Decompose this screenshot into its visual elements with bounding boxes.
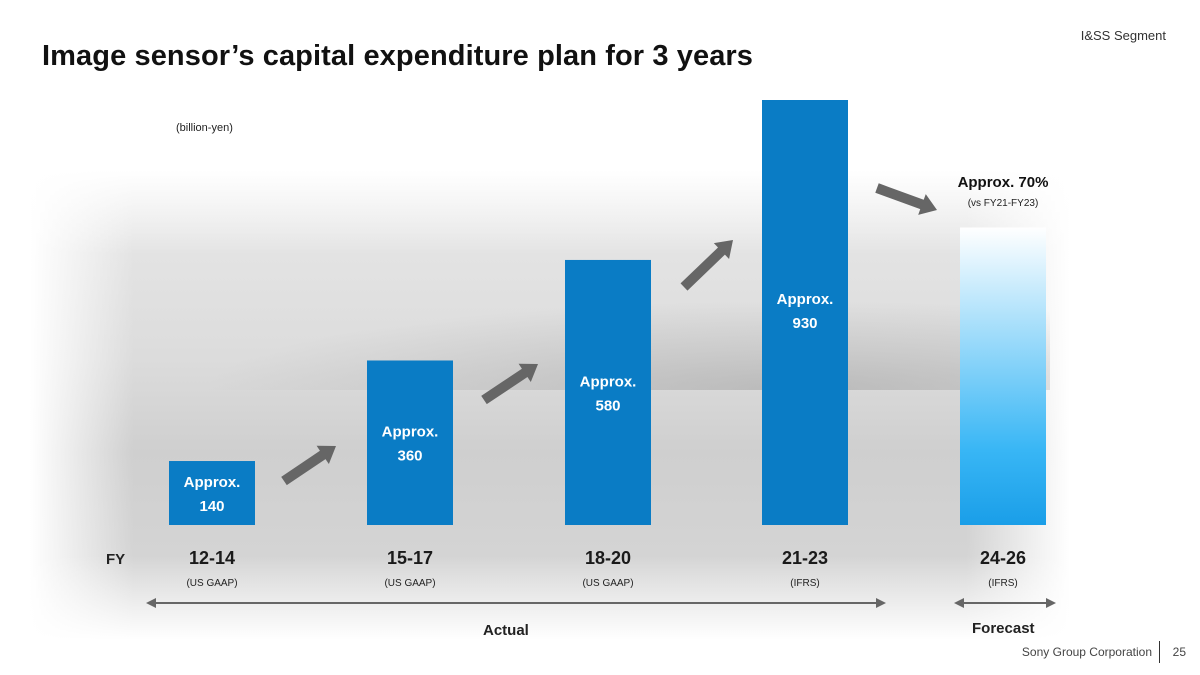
background-photo [30, 170, 1070, 640]
actual-label: Actual [483, 622, 529, 639]
growth-arrow-3 [680, 240, 733, 291]
bar-label-12-14: Approx. [184, 474, 241, 491]
bar-label-18-20: Approx. [580, 373, 637, 390]
accounting-label-18-20: (US GAAP) [582, 578, 633, 589]
bar-value-21-23: 930 [792, 315, 817, 332]
forecast-comparison-label: (vs FY21-FY23) [968, 198, 1039, 209]
accounting-label-24-26: (IFRS) [988, 578, 1017, 589]
category-label-21-23: 21-23 [782, 548, 828, 568]
bar-value-15-17: 360 [397, 448, 422, 465]
fy-axis-label: FY [106, 551, 126, 568]
category-label-12-14: 12-14 [189, 548, 235, 568]
bar-18-20 [565, 259, 651, 525]
growth-arrow-1 [281, 445, 336, 486]
segment-label: I&SS Segment [1080, 28, 1166, 43]
growth-arrow-2 [481, 363, 538, 405]
bar-label-15-17: Approx. [382, 424, 439, 441]
actual-range-right-head [876, 598, 886, 608]
actual-range-left-head [146, 598, 156, 608]
accounting-label-15-17: (US GAAP) [384, 578, 435, 589]
forecast-value-label: Approx. 70% [958, 174, 1049, 191]
category-label-15-17: 15-17 [387, 548, 433, 568]
accounting-label-12-14: (US GAAP) [186, 578, 237, 589]
bar-15-17 [367, 360, 453, 525]
category-label-18-20: 18-20 [585, 548, 631, 568]
forecast-range-right-head [1046, 598, 1056, 608]
growth-arrow-4 [875, 183, 937, 215]
bar-value-18-20: 580 [595, 397, 620, 414]
bar-label-21-23: Approx. [777, 291, 834, 308]
page-title: Image sensor’s capital expenditure plan … [42, 40, 754, 72]
company-name: Sony Group Corporation [1021, 645, 1152, 659]
bar-12-14 [169, 461, 255, 525]
footer-divider [1159, 641, 1160, 663]
bar-21-23 [762, 100, 848, 525]
unit-label: (billion-yen) [176, 122, 233, 134]
category-label-24-26: 24-26 [980, 548, 1026, 568]
bar-value-12-14: 140 [199, 498, 224, 515]
bar-24-26 [960, 227, 1046, 525]
accounting-label-21-23: (IFRS) [790, 578, 819, 589]
page-number: 25 [1172, 645, 1186, 659]
forecast-label: Forecast [972, 620, 1035, 637]
forecast-range-left-head [954, 598, 964, 608]
